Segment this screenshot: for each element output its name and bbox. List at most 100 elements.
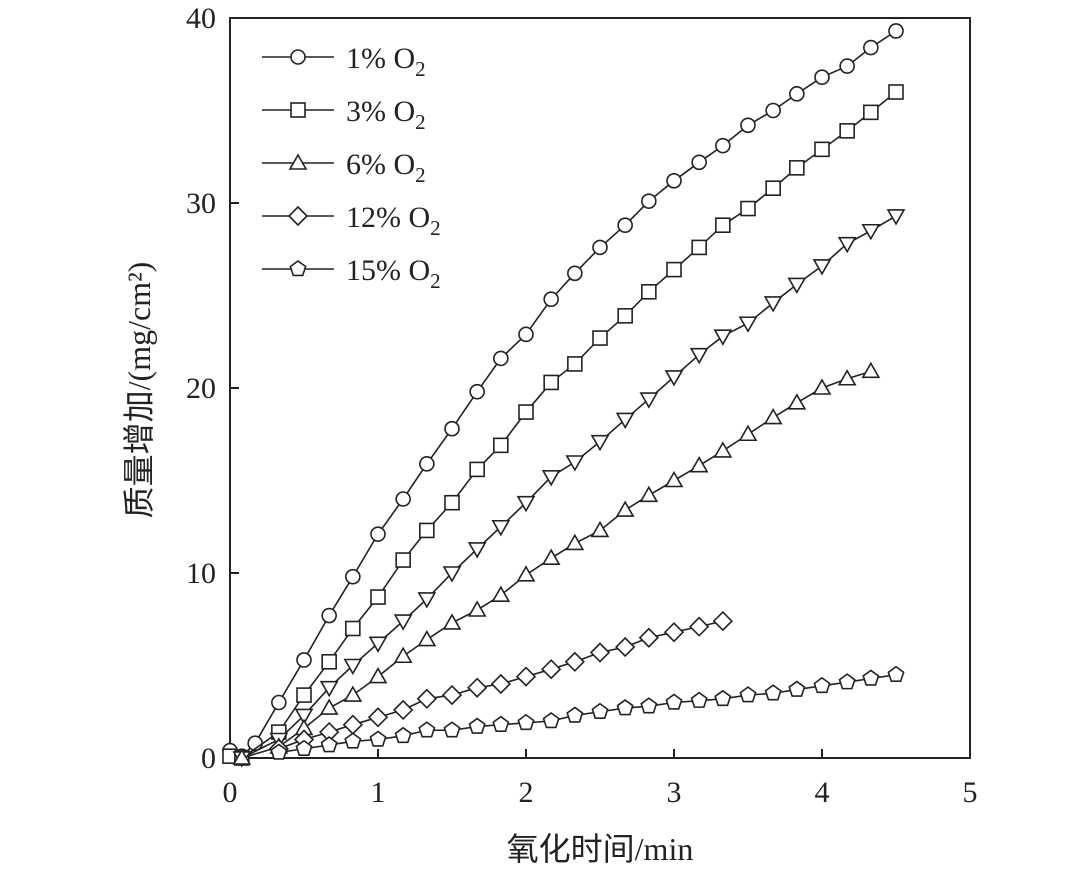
data-point xyxy=(814,141,830,158)
data-point xyxy=(542,712,560,729)
legend-item: 6% O2 xyxy=(262,148,426,187)
data-point xyxy=(516,565,536,582)
data-point xyxy=(689,347,709,365)
data-point xyxy=(370,589,386,605)
data-point xyxy=(838,673,856,690)
data-point xyxy=(615,500,635,517)
data-point xyxy=(715,137,731,154)
data-point xyxy=(369,730,387,747)
data-point xyxy=(444,420,460,437)
data-point xyxy=(541,548,561,566)
data-point xyxy=(368,636,388,653)
legend-label: 6% O2 xyxy=(346,148,426,187)
legend-item: 12% O2 xyxy=(262,201,441,240)
data-point xyxy=(270,743,288,760)
data-point xyxy=(541,469,561,487)
data-point xyxy=(419,456,435,472)
data-point xyxy=(395,552,411,568)
data-point xyxy=(343,658,363,676)
series-diamond xyxy=(268,610,733,759)
data-point xyxy=(714,689,732,707)
data-point xyxy=(345,620,361,637)
data-point xyxy=(615,636,636,658)
data-point xyxy=(740,200,756,217)
data-point xyxy=(615,412,635,430)
data-point xyxy=(689,616,710,637)
data-point xyxy=(738,424,758,442)
legend-label: 12% O2 xyxy=(346,201,441,240)
data-point xyxy=(664,470,684,488)
data-point xyxy=(564,651,585,672)
data-point xyxy=(393,699,414,721)
series-triangle xyxy=(232,361,881,765)
data-point xyxy=(417,629,437,647)
data-point xyxy=(518,404,534,420)
legend-marker xyxy=(289,260,307,277)
data-point xyxy=(861,361,881,379)
data-point xyxy=(715,217,731,233)
x-tick-label: 3 xyxy=(667,776,682,809)
y-axis-title: 质量增加/(mg/cm²) xyxy=(121,262,157,519)
data-point xyxy=(543,374,559,391)
data-point xyxy=(763,296,783,313)
data-point xyxy=(887,665,905,683)
data-point xyxy=(763,407,783,425)
series-line xyxy=(241,215,897,759)
legend-item: 15% O2 xyxy=(262,254,441,293)
data-point xyxy=(491,585,511,603)
data-point xyxy=(641,283,657,300)
data-point xyxy=(368,666,388,684)
data-point xyxy=(765,180,781,196)
data-point xyxy=(617,217,633,233)
y-tick-label: 30 xyxy=(186,187,216,220)
data-point xyxy=(342,714,363,735)
data-point xyxy=(663,622,685,643)
series-triangle-down xyxy=(232,209,906,768)
data-point xyxy=(444,494,460,511)
series-pentagon xyxy=(270,665,905,760)
data-point xyxy=(764,684,782,701)
data-point xyxy=(812,259,832,276)
x-tick-label: 5 xyxy=(963,776,978,809)
y-tick-label: 20 xyxy=(186,372,216,405)
data-point xyxy=(319,680,339,698)
data-point xyxy=(467,677,488,698)
x-axis-title: 氧化时间/min xyxy=(507,831,694,867)
data-point xyxy=(861,223,881,241)
data-point xyxy=(321,607,337,624)
data-point xyxy=(321,653,337,670)
data-point xyxy=(443,721,461,738)
data-point xyxy=(419,522,435,539)
data-point xyxy=(712,610,733,632)
data-point xyxy=(886,209,906,226)
data-point xyxy=(516,495,536,513)
x-tick-label: 1 xyxy=(371,776,386,809)
legend-label: 1% O2 xyxy=(346,42,426,81)
data-point xyxy=(787,393,807,410)
data-point xyxy=(863,39,879,56)
legend-marker xyxy=(287,205,309,227)
data-point xyxy=(691,154,707,171)
data-point xyxy=(814,69,830,85)
legend-label: 3% O2 xyxy=(346,95,426,134)
data-point xyxy=(689,456,709,473)
x-tick-label: 0 xyxy=(223,776,238,809)
data-point xyxy=(639,485,659,503)
data-point xyxy=(839,58,855,74)
data-point xyxy=(739,686,757,703)
data-point xyxy=(888,23,904,39)
data-point xyxy=(738,316,758,333)
data-point xyxy=(370,526,386,542)
data-point xyxy=(320,736,338,753)
legend-marker xyxy=(288,153,308,170)
data-point xyxy=(417,592,437,609)
legend-marker xyxy=(290,102,306,118)
legend-item: 1% O2 xyxy=(262,42,426,81)
data-point xyxy=(713,329,733,346)
data-point xyxy=(789,86,805,102)
data-point xyxy=(639,392,659,409)
data-point xyxy=(666,261,682,278)
data-point xyxy=(271,694,287,711)
data-point xyxy=(590,520,610,538)
data-point xyxy=(394,726,412,744)
